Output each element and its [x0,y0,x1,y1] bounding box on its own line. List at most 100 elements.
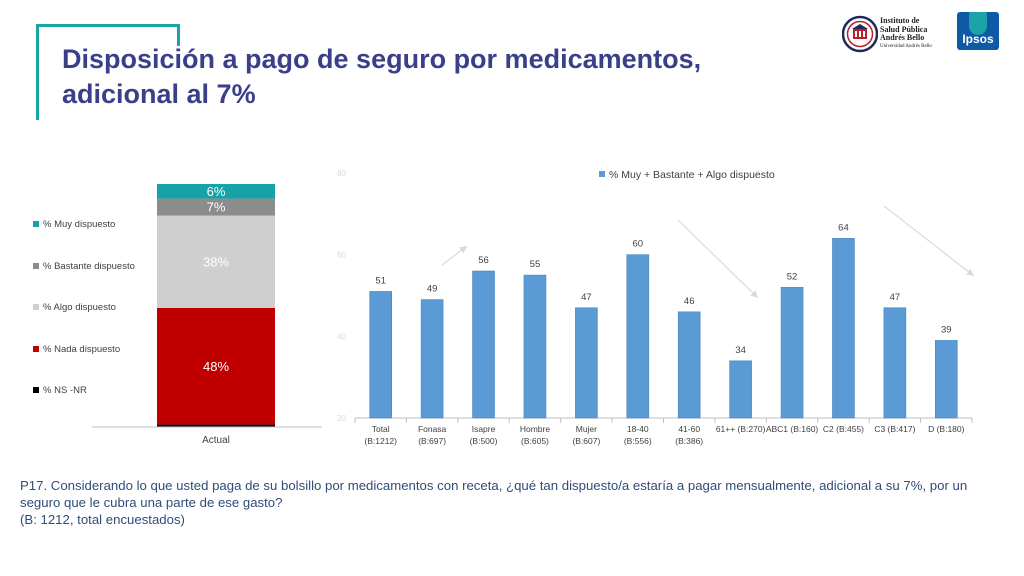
x-category-label: Total [372,424,390,434]
legend-swatch [33,304,39,310]
legend-label: % Algo dispuesto [43,302,116,313]
y-tick-label: 20 [337,414,346,423]
institute-line-2: Salud Pública [880,24,928,34]
bar-value-label: 49 [427,284,438,295]
x-category-label: 18-40 [627,424,649,434]
title-line-2: adicional al 7% [62,79,256,109]
x-category-label: (B:386) [675,436,703,446]
bar-value-label: 46 [684,296,695,307]
x-category-label: (B:607) [572,436,600,446]
x-category-label: Isapre [472,424,496,434]
bar [523,274,547,419]
institute-seal-icon [842,15,878,53]
stacked-legend: % Muy dispuesto % Bastante dispuesto % Alg… [33,219,135,396]
x-category-label: (B:1212) [364,436,397,446]
legend-label: % Nada dispuesto [43,344,120,355]
stacked-segment-label: 7% [207,200,226,215]
ipsos-label: Ipsos [962,32,994,46]
bar-chart-bars: 51 49 56 55 47 60 46 34 52 64 47 39 [369,222,958,419]
question-text: P17. Considerando lo que usted paga de s… [20,478,968,510]
trend-arrow-icon [441,245,468,266]
bar-chart-xlabels: Total (B:1212) Fonasa (B:697) Isapre (B:500) H… [364,424,964,446]
x-category-label: D (B:180) [928,424,965,434]
trend-arrows [441,205,975,299]
institute-sub: Universidad Andrés Bello [880,43,932,49]
stacked-segment-label: 48% [203,359,229,374]
bar-value-label: 55 [530,259,541,270]
frame-top-line [36,24,180,27]
x-category-label: 61++ (B:270) [716,424,766,434]
bar-value-label: 47 [890,292,901,303]
bar-value-label: 56 [478,255,489,266]
y-tick-label: 40 [337,332,346,341]
x-category-label: Hombre [520,424,551,434]
stacked-segment [157,198,275,216]
institute-logo: Instituto de Salud Pública Andrés Bello … [842,14,946,56]
bar [780,287,804,419]
bar [832,238,855,419]
institute-line-3: Andrés Bello [880,33,925,42]
title-line-1: Disposición a pago de seguro por medicam… [62,44,702,74]
stacked-legend-item: % NS -NR [33,385,87,396]
bar [420,299,444,419]
bar-value-label: 47 [581,292,592,303]
page-title: Disposición a pago de seguro por medicam… [62,42,762,112]
x-category-label: Fonasa [418,424,447,434]
stacked-legend-item: % Algo dispuesto [33,302,116,313]
legend-swatch [33,387,39,393]
x-category-label: Mujer [576,424,597,434]
bar [575,307,598,419]
bar [883,307,907,419]
legend-label: % Muy dispuesto [43,219,115,230]
ipsos-badge-icon [957,6,999,50]
legend-swatch [33,221,39,227]
bar-chart-legend: % Muy + Bastante + Algo dispuesto [599,169,775,181]
legend-label: % NS -NR [43,385,87,396]
x-category-label: (B:697) [418,436,446,446]
bar-legend-item: % Muy + Bastante + Algo dispuesto [599,169,775,181]
stacked-segment [157,215,275,308]
stacked-segment [157,184,275,199]
x-category-label: (B:500) [470,436,498,446]
ipsos-logo: Ipsos [957,6,999,50]
legend-swatch [33,263,39,269]
bar-chart: 20 40 60 80 % Muy + Bastante + Algo dispues… [337,169,975,446]
stacked-segment-label: 38% [203,254,229,269]
question-footnote: P17. Considerando lo que usted paga de s… [20,477,1005,528]
trend-arrow-icon [677,219,759,299]
bar-value-label: 64 [838,222,849,233]
y-tick-label: 60 [337,251,346,260]
stacked-legend-item: % Nada dispuesto [33,344,120,355]
frame-left-line [36,24,39,120]
bar [934,340,958,419]
stacked-legend-item: % Muy dispuesto [33,219,115,230]
y-tick-label: 80 [337,169,346,178]
bar [626,254,650,419]
base-text: (B: 1212, total encuestados) [20,512,185,527]
trend-arrow-icon [883,205,975,277]
x-category-label: (B:556) [624,436,652,446]
x-category-label: (B:605) [521,436,549,446]
frame-right-tick [177,24,180,46]
bar-value-label: 52 [787,271,798,282]
bar [677,311,701,419]
bar-value-label: 34 [735,345,746,356]
stacked-legend-item: % Bastante dispuesto [33,261,135,272]
x-category-label: C3 (B:417) [874,424,915,434]
stacked-chart: % Muy dispuesto % Bastante dispuesto % Alg… [33,184,322,446]
stacked-segment-label: 6% [207,184,226,199]
bar-value-label: 51 [375,275,386,286]
legend-swatch [33,346,39,352]
legend-label: % Muy + Bastante + Algo dispuesto [609,169,775,181]
bar-value-label: 60 [633,239,644,250]
stacked-segment [157,424,275,427]
x-category-label: C2 (B:455) [823,424,864,434]
bar [472,270,495,419]
bar [369,291,393,419]
x-category-label: 41-60 [678,424,700,434]
legend-label: % Bastante dispuesto [43,261,135,272]
institute-line-1: Instituto de [880,16,920,25]
bar-chart-yaxis: 20 40 60 80 [337,169,973,423]
bar [729,360,752,419]
stacked-category-label: Actual [202,435,230,446]
